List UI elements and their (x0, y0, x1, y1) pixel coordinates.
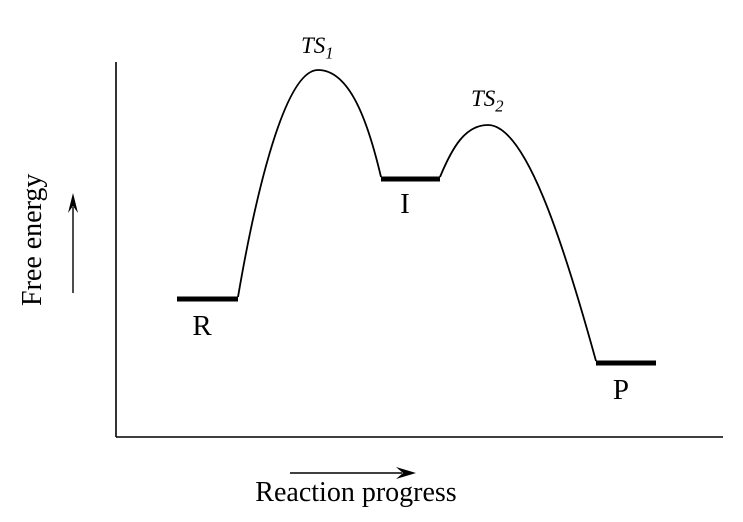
product-label: P (612, 374, 630, 406)
free-energy-up-arrow-icon (68, 193, 78, 293)
intermediate-label: I (400, 188, 410, 220)
ts1-base-text: TS (301, 33, 326, 58)
ts2-subscript: 2 (495, 96, 504, 116)
transition-state-2-label: TS2 (471, 86, 504, 114)
reaction-progress-right-arrow-icon (290, 467, 416, 479)
x-axis-label: Reaction progress (255, 477, 457, 508)
y-axis-label: Free energy (17, 173, 48, 306)
ts2-base-text: TS (471, 86, 496, 111)
reactant-label: R (192, 310, 212, 342)
transition-state-1-label: TS1 (301, 33, 334, 61)
energy-curve-path (237, 69, 597, 362)
ts1-subscript: 1 (325, 43, 334, 63)
